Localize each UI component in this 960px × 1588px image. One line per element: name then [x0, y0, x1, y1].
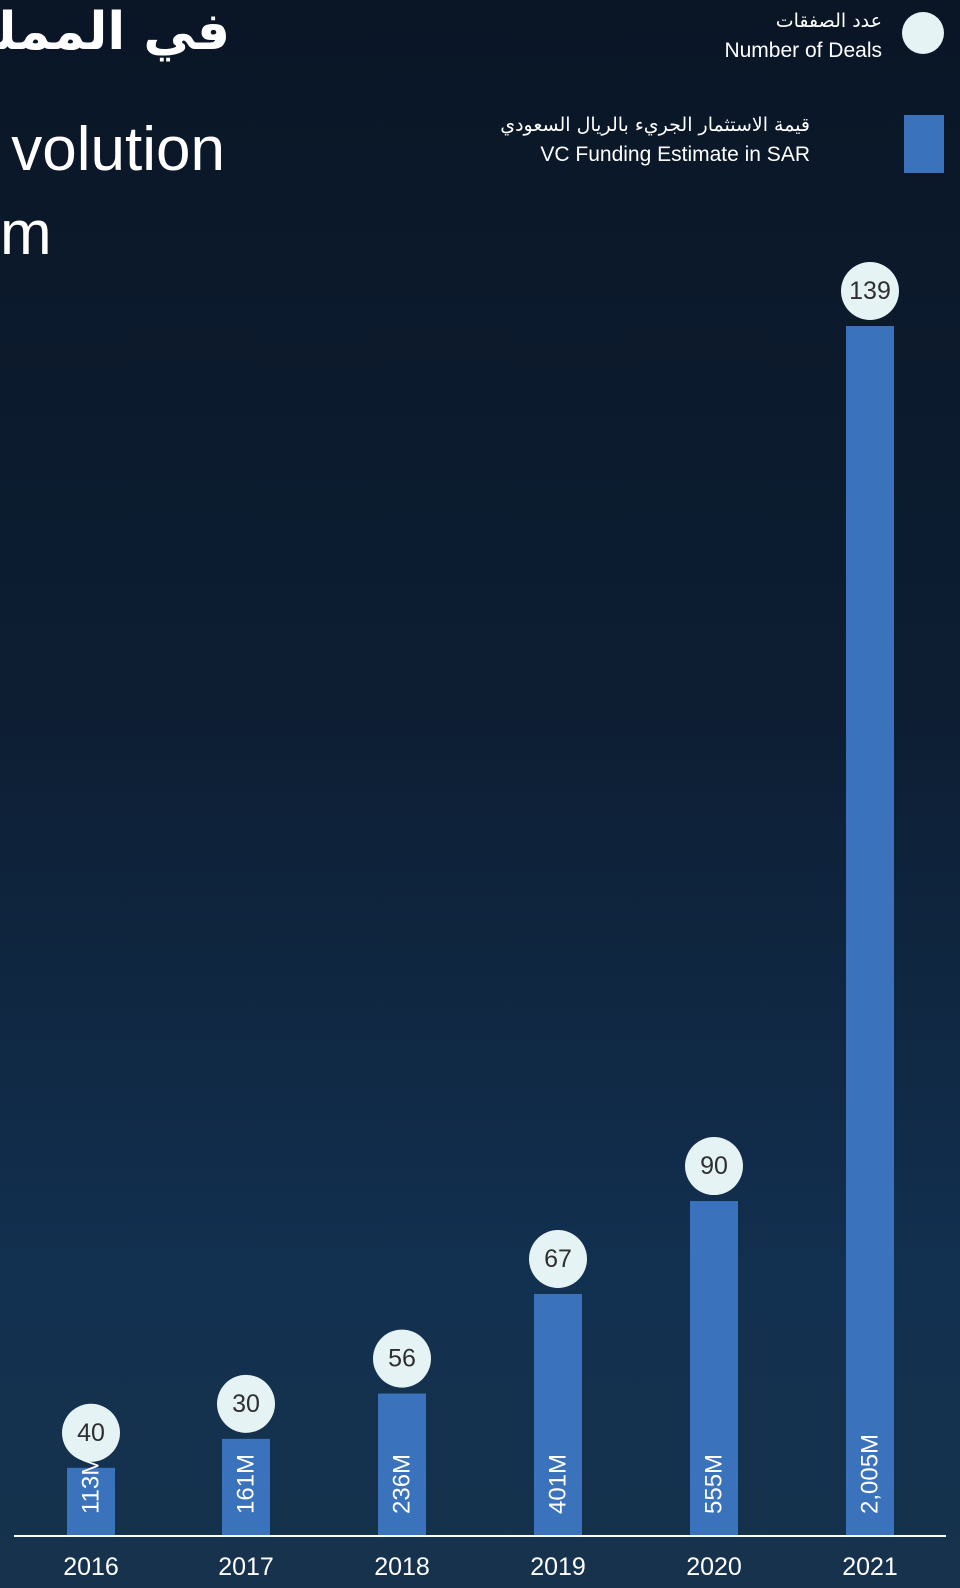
deal-count-label-2016: 40 [77, 1419, 105, 1447]
bar-value-label-2016: 113M [78, 1456, 105, 1514]
bar-2018 [378, 1393, 426, 1536]
title-arabic-text: في المملكة [0, 2, 230, 62]
page-title-english: volution m [0, 108, 225, 278]
legend-deals-arabic: عدد الصفقات [775, 10, 882, 32]
deal-count-label-2017: 30 [232, 1390, 260, 1418]
x-axis-tick-2018: 2018 [374, 1553, 430, 1581]
x-axis-tick-2021: 2021 [842, 1553, 898, 1581]
x-axis-tick-2019: 2019 [530, 1553, 586, 1581]
title-english-line-2: m [0, 199, 52, 268]
title-english-line-1: volution [11, 115, 225, 184]
legend-vc-square-icon [904, 115, 944, 173]
legend-deals: عدد الصفقات Number of Deals [724, 6, 882, 66]
bar-2020 [690, 1201, 738, 1536]
deal-count-label-2021: 139 [849, 277, 891, 305]
deal-marker-2020 [685, 1137, 743, 1196]
bar-value-label-2020: 555M [701, 1454, 728, 1514]
bar-value-label-2018: 236M [389, 1454, 416, 1514]
legend-vc-funding: قيمة الاستثمار الجريء بالريال السعودي VC… [500, 110, 810, 170]
x-axis-tick-2016: 2016 [63, 1553, 119, 1581]
x-axis-tick-2017: 2017 [218, 1553, 274, 1581]
x-axis-tick-2020: 2020 [686, 1553, 742, 1581]
deal-count-label-2018: 56 [388, 1345, 416, 1373]
deal-count-label-2019: 67 [544, 1245, 572, 1273]
bar-value-label-2019: 401M [545, 1454, 572, 1514]
deal-marker-2021 [841, 262, 899, 320]
page-title-arabic: في المملكة [0, 0, 230, 64]
bar-value-label-2017: 161M [233, 1454, 260, 1514]
legend-vc-arabic: قيمة الاستثمار الجريء بالريال السعودي [500, 114, 810, 136]
deal-marker-2017 [217, 1374, 275, 1433]
legend-deals-english: Number of Deals [724, 39, 882, 62]
deal-marker-2016 [62, 1403, 120, 1462]
deal-count-label-2020: 90 [700, 1152, 728, 1180]
deal-marker-2019 [529, 1230, 587, 1288]
bar-2019 [534, 1294, 582, 1536]
deal-marker-2018 [373, 1329, 431, 1388]
legend-deals-circle-icon [902, 12, 944, 54]
bar-2016 [67, 1467, 115, 1536]
bar-2021 [846, 326, 894, 1536]
bar-2017 [222, 1438, 270, 1536]
legend-vc-english: VC Funding Estimate in SAR [540, 143, 810, 166]
bar-value-label-2021: 2,005M [857, 1434, 884, 1514]
